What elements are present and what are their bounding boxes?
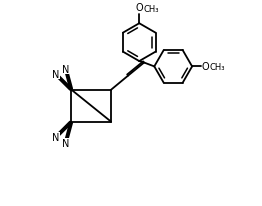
Text: O: O: [135, 3, 143, 13]
Text: N: N: [62, 64, 69, 74]
Text: N: N: [62, 138, 69, 148]
Text: N: N: [52, 70, 60, 80]
Text: N: N: [52, 132, 60, 142]
Text: O: O: [202, 62, 209, 72]
Text: CH₃: CH₃: [144, 5, 159, 14]
Text: CH₃: CH₃: [209, 63, 225, 71]
